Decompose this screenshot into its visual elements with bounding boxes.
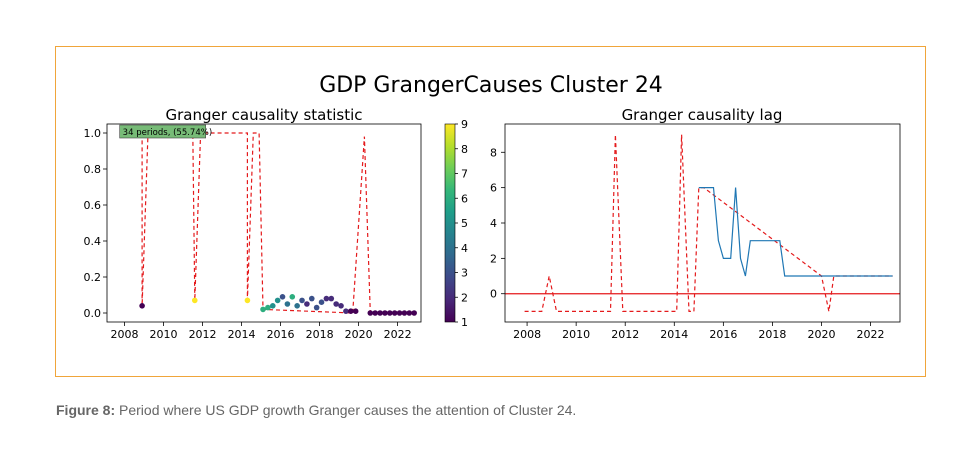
- left-scatter-point: [304, 301, 310, 307]
- colorbar-tick-label: 9: [461, 118, 468, 131]
- left-scatter-point: [372, 310, 378, 316]
- right-y-tick-label: 2: [490, 252, 497, 265]
- left-x-tick-label: 2022: [384, 328, 412, 341]
- colorbar-tick-label: 7: [461, 168, 468, 181]
- left-plot-frame: [106, 123, 422, 323]
- figure-caption: Figure 8: Period where US GDP growth Gra…: [56, 402, 576, 418]
- left-x-tick-label: 2008: [111, 328, 139, 341]
- left-y-tick-label: 0.6: [84, 199, 102, 212]
- colorbar-tick-label: 3: [461, 267, 468, 280]
- colorbar-tick-label: 5: [461, 217, 468, 230]
- colorbar-tick-label: 2: [461, 291, 468, 304]
- left-x-tick-label: 2020: [345, 328, 373, 341]
- colorbar: 1 2 3 4 5 6 7 8 9: [444, 118, 468, 329]
- left-scatter-point: [401, 310, 408, 316]
- right-y-tick-label: 6: [490, 182, 497, 195]
- left-x-tick-label: 2016: [267, 328, 295, 341]
- right-plot-frame: [504, 123, 901, 323]
- right-x-tick-label: 2022: [857, 328, 885, 341]
- left-scatter-point: [299, 297, 305, 304]
- left-y-tick-label: 0.4: [84, 235, 102, 248]
- right-y-tick-label: 4: [490, 217, 497, 230]
- left-scatter-point: [308, 295, 315, 302]
- left-scatter-point: [274, 297, 281, 304]
- colorbar-tick-label: 6: [461, 192, 468, 205]
- left-scatter-point: [391, 310, 398, 316]
- figure-frame: [55, 46, 926, 377]
- right-dashed-series-line: [524, 134, 893, 312]
- left-scatter-point: [284, 301, 291, 307]
- colorbar-tick-label: 1: [461, 316, 468, 329]
- left-scatter-point: [260, 306, 266, 313]
- left-annotation: 34 periods, (55.74%): [119, 124, 212, 139]
- right-x-tick-label: 2014: [660, 328, 688, 341]
- left-annotation-text: 34 periods, (55.74%): [123, 128, 212, 138]
- right-solid-series-line: [698, 187, 893, 277]
- left-y-tick-label: 0.2: [84, 271, 102, 284]
- right-x-tick-label: 2010: [562, 328, 590, 341]
- left-y-tick-label: 0.8: [84, 163, 102, 176]
- left-scatter-point: [191, 297, 198, 304]
- left-scatter-point: [347, 308, 354, 315]
- left-scatter-point: [382, 310, 388, 316]
- left-scatter-point: [396, 310, 403, 316]
- left-scatter-point: [244, 297, 251, 304]
- figure-suptitle: GDP GrangerCauses Cluster 24: [319, 73, 663, 98]
- right-chart-title: Granger causality lag: [622, 106, 783, 124]
- right-x-tick-label: 2020: [807, 328, 835, 341]
- colorbar-tick-label: 8: [461, 143, 468, 156]
- left-scatter-point: [406, 310, 413, 316]
- colorbar-bar: [444, 123, 456, 323]
- left-scatter-point: [411, 310, 417, 316]
- left-x-tick-label: 2012: [189, 328, 217, 341]
- left-scatter-point: [328, 295, 335, 302]
- left-y-tick-label: 1.0: [84, 127, 102, 140]
- caption-text: Period where US GDP growth Granger cause…: [115, 402, 577, 418]
- right-x-tick-label: 2012: [611, 328, 639, 341]
- left-scatter-point: [333, 301, 339, 307]
- left-scatter-point: [352, 308, 359, 315]
- left-scatter-point: [279, 294, 286, 300]
- left-scatter-point: [367, 310, 374, 316]
- right-x-tick-label: 2018: [758, 328, 786, 341]
- left-scatter-point: [323, 295, 330, 302]
- left-scatter-point: [343, 308, 349, 315]
- left-x-tick-label: 2010: [150, 328, 178, 341]
- left-annotation-box: [119, 124, 206, 139]
- left-scatter-point: [338, 303, 344, 309]
- left-scatter-point: [313, 304, 320, 311]
- left-dashed-series-line: [128, 132, 416, 314]
- right-x-tick-label: 2008: [513, 328, 541, 341]
- left-chart-title: Granger causality statistic: [165, 106, 362, 124]
- left-x-tick-label: 2014: [228, 328, 256, 341]
- left-scatter-point: [294, 303, 300, 309]
- left-scatter-point: [318, 299, 325, 306]
- left-scatter-point: [377, 310, 383, 316]
- left-scatter-point: [386, 310, 393, 316]
- right-y-tick-label: 0: [490, 288, 497, 301]
- right-y-tick-label: 8: [490, 146, 497, 159]
- left-scatter-point: [269, 303, 276, 309]
- left-y-tick-label: 0.0: [84, 307, 102, 320]
- left-grid-layer: 2008 2010 2012 2014 2016 2018 2020 2022 0.0 0.2 0.…: [84, 124, 417, 341]
- left-scatter-point: [139, 303, 145, 309]
- left-scatter-point: [265, 304, 271, 311]
- left-x-tick-label: 2018: [306, 328, 334, 341]
- caption-label: Figure 8:: [56, 402, 116, 418]
- left-scatter-point: [289, 294, 296, 300]
- right-grid-layer: 2008 2010 2012 2014 2016 2018 2020 2022 0 2 4 6 8: [490, 134, 900, 341]
- colorbar-tick-label: 4: [461, 242, 468, 255]
- right-x-tick-label: 2016: [709, 328, 737, 341]
